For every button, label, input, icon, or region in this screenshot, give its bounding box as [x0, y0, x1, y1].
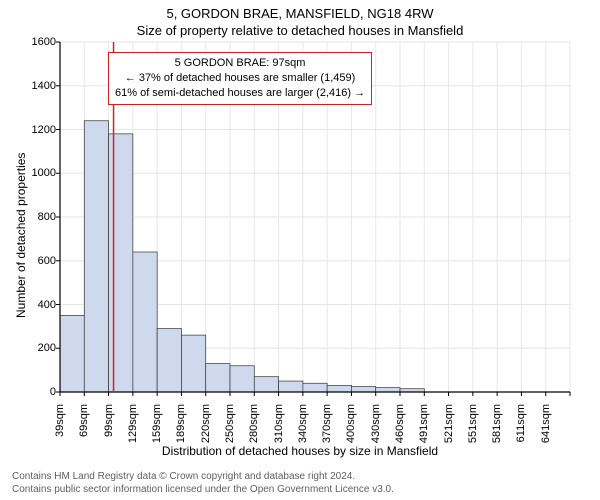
callout-box: 5 GORDON BRAE: 97sqm ← 37% of detached h…	[108, 52, 372, 105]
y-tick-label: 1600	[2, 36, 56, 48]
x-tick-labels: 39sqm69sqm99sqm129sqm159sqm189sqm220sqm2…	[60, 392, 570, 452]
footer-line-2: Contains public sector information licen…	[12, 483, 600, 496]
y-tick-labels: 02004006008001000120014001600	[0, 42, 60, 392]
y-tick-label: 1400	[2, 80, 56, 92]
y-tick-label: 400	[2, 299, 56, 311]
callout-line-1: 5 GORDON BRAE: 97sqm	[115, 56, 365, 71]
footer-line-1: Contains HM Land Registry data © Crown c…	[12, 470, 600, 483]
y-tick-label: 800	[2, 211, 56, 223]
y-tick-label: 200	[2, 342, 56, 354]
y-tick-label: 1200	[2, 124, 56, 136]
address-title: 5, GORDON BRAE, MANSFIELD, NG18 4RW	[0, 6, 600, 23]
chart-root: 5, GORDON BRAE, MANSFIELD, NG18 4RW Size…	[0, 0, 600, 500]
y-tick-label: 600	[2, 255, 56, 267]
callout-line-2: ← 37% of detached houses are smaller (1,…	[115, 71, 365, 86]
attribution-footer: Contains HM Land Registry data © Crown c…	[0, 470, 600, 496]
x-axis-label: Distribution of detached houses by size …	[0, 444, 600, 458]
chart-subtitle: Size of property relative to detached ho…	[0, 23, 600, 40]
y-tick-label: 0	[2, 386, 56, 398]
y-tick-label: 1000	[2, 167, 56, 179]
callout-line-3: 61% of semi-detached houses are larger (…	[115, 86, 365, 101]
